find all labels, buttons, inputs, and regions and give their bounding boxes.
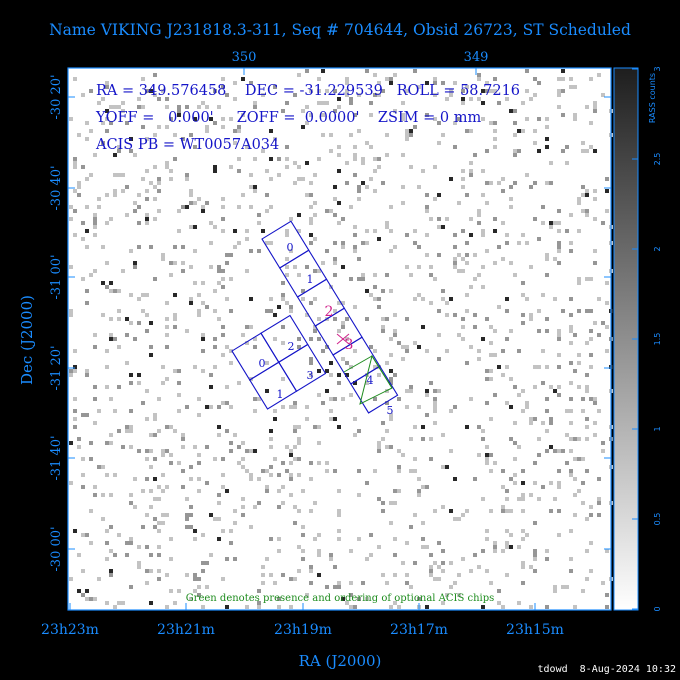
bottom-tick-label: 23h17m (390, 622, 448, 638)
colorbar-tick-label: 2 (653, 246, 662, 251)
colorbar-tick-label: 3 (653, 66, 662, 71)
i-chip-label: 1 (277, 388, 284, 401)
y-axis-label: Dec (J2000) (18, 295, 36, 385)
colorbar-tick-label: 0 (653, 606, 662, 611)
bottom-tick-label: 23h15m (506, 622, 564, 638)
plot-frame (67, 67, 612, 611)
sky-image-background (68, 68, 611, 610)
left-tick-label: -30 20' (49, 74, 64, 119)
colorbar-tick-label: 0.5 (653, 513, 662, 526)
colorbar-tick-label: 1 (653, 426, 662, 431)
bottom-tick-label: 23h23m (41, 622, 99, 638)
plot-title: Name VIKING J231818.3-311, Seq # 704644,… (49, 21, 631, 39)
colorbar-tick-label: 2.5 (653, 153, 662, 166)
frame-ticks (68, 68, 611, 610)
acis-s-chip (350, 365, 399, 414)
colorbar-title: RASS counts (648, 73, 657, 123)
left-tick-label: -30 00' (49, 526, 64, 571)
x-axis-label: RA (J2000) (299, 652, 382, 670)
i-chip-label: 3 (307, 369, 314, 382)
i-chip-label: 2 (288, 340, 295, 353)
acis-i-array (231, 314, 327, 410)
aimpoint-marker (336, 333, 350, 345)
s-chip-label: 3 (345, 337, 354, 353)
s-chip-label: 5 (387, 404, 394, 417)
optional-chips-note: Green denotes presence and ordering of o… (186, 593, 495, 604)
left-tick-label: -31 40' (49, 435, 64, 480)
s-chip-label: 0 (287, 241, 294, 254)
sky-noise-pixels (69, 69, 613, 609)
colorbar-ticks (632, 68, 638, 610)
footer-timestamp: tdowd 8-Aug-2024 10:32 (538, 664, 676, 675)
s-chip-label: 1 (307, 273, 314, 286)
acis-s-array (261, 220, 399, 414)
optional-chip-marker (343, 354, 393, 405)
acis-pb-line: ACIS PB = WT0057A034 (95, 137, 279, 153)
s-chip-label: 2 (325, 304, 334, 320)
acis-i-chip (277, 343, 327, 392)
s-chip-label: 4 (367, 374, 374, 387)
pointing-info-line: RA = 349.576458 DEC = -31.229539 ROLL = … (96, 83, 520, 99)
bottom-tick-label: 23h19m (274, 622, 332, 638)
colorbar-tick-label: 1.5 (653, 333, 662, 346)
i-chip-label: 0 (259, 357, 266, 370)
left-tick-label: -30 40' (49, 165, 64, 210)
left-tick-label: -31 00' (49, 254, 64, 299)
bottom-tick-label: 23h21m (157, 622, 215, 638)
top-tick-label: 349 (464, 50, 489, 65)
top-tick-label: 350 (232, 50, 257, 65)
offset-info-line: YOFF = 0.000' ZOFF = 0.0000' ZSIM = 0 mm (95, 110, 481, 126)
left-tick-label: -31 20' (49, 345, 64, 390)
